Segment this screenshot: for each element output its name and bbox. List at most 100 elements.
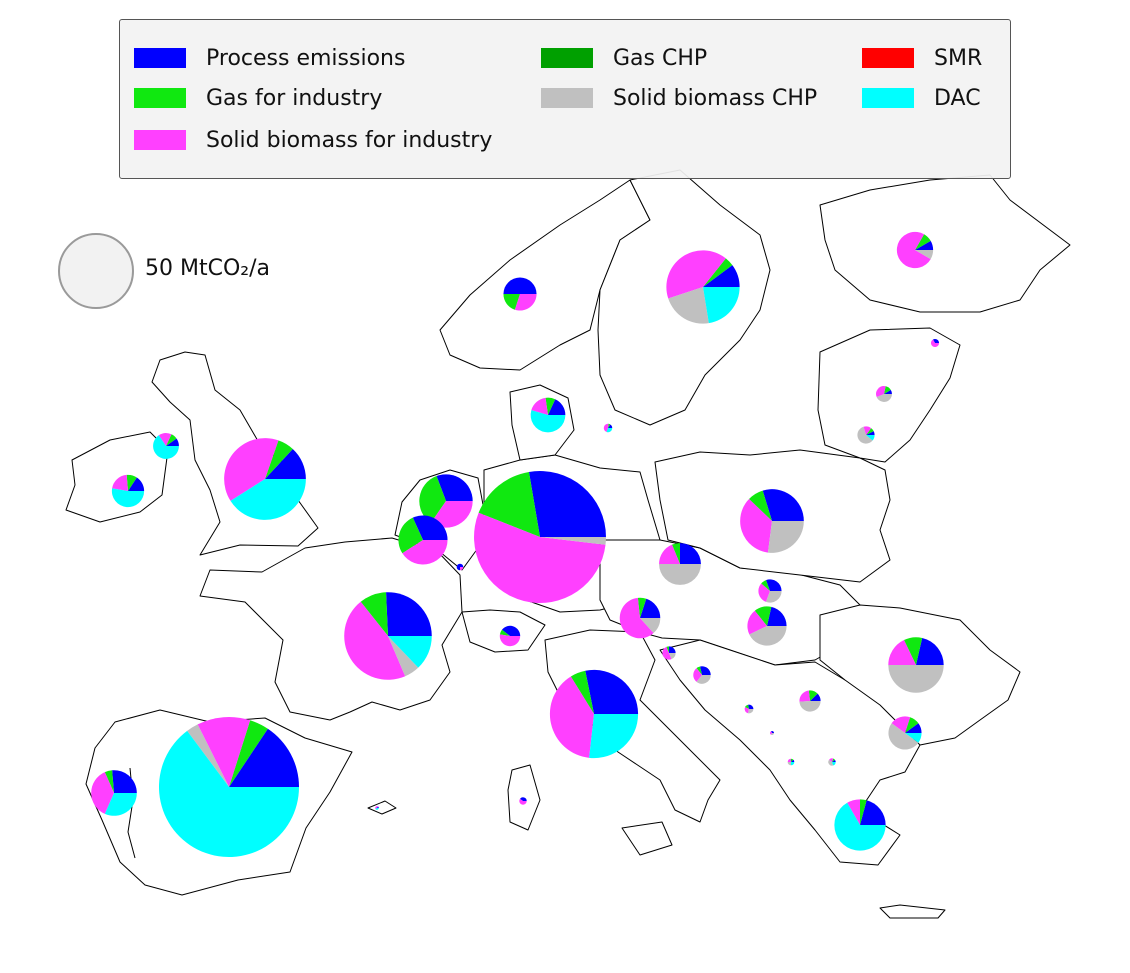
pie-balearic-islands	[375, 806, 379, 810]
pie-romania	[888, 637, 944, 693]
pie-slice-solid-biomass-for-industry	[769, 731, 772, 735]
legend-item-solid-biomass-for-industry: Solid biomass for industry	[134, 128, 492, 153]
pie-austria	[619, 597, 661, 639]
pie-albania	[787, 758, 795, 766]
pie-switzerland	[499, 625, 521, 647]
pie-slovenia	[662, 646, 676, 660]
pie-bosnia-and-herzegovina	[744, 704, 754, 714]
pie-slice-solid-biomass-for-industry	[930, 339, 940, 348]
pie-slice-solid-biomass-for-industry	[519, 798, 527, 805]
pie-slice-dac	[905, 733, 922, 743]
pie-slice-gas-for-industry	[265, 440, 293, 479]
scale-reference-label: 50 MtCO₂/a	[145, 256, 270, 281]
pie-slice-gas-for-industry	[860, 799, 867, 825]
pie-slice-gas-for-industry	[104, 770, 114, 793]
pie-slice-solid-biomass-chp	[659, 564, 701, 585]
pie-slice-process-emissions	[680, 543, 701, 564]
pie-slice-solid-biomass-chp	[668, 287, 709, 324]
legend-swatch-gas-chp	[541, 48, 593, 68]
pie-montenegro	[769, 730, 775, 736]
pie-slice-gas-for-industry	[905, 717, 919, 733]
pie-slice-solid-biomass-for-industry	[344, 601, 406, 680]
pie-slice-process-emissions	[884, 389, 892, 394]
legend-item-gas-chp: Gas CHP	[541, 46, 707, 71]
pie-slice-solid-biomass-for-industry	[829, 758, 834, 762]
pie-slice-gas-for-industry	[915, 234, 931, 250]
legend-swatch-solid-biomass-chp	[541, 88, 593, 108]
pie-slice-solid-biomass-for-industry	[891, 716, 911, 733]
pie-slice-gas-for-industry	[745, 704, 749, 709]
pie-croatia	[693, 666, 711, 684]
pie-slice-process-emissions	[791, 759, 795, 762]
pie-slice-solid-biomass-for-industry	[603, 423, 609, 432]
pie-slice-process-emissions	[265, 449, 306, 479]
pie-germany	[474, 471, 606, 603]
pie-slice-solid-biomass-chp	[669, 653, 676, 660]
pie-slice-process-emissions	[905, 723, 922, 733]
pie-slice-process-emissions	[520, 797, 527, 801]
pie-slice-solid-biomass-for-industry	[666, 250, 726, 299]
pie-slice-process-emissions	[503, 277, 537, 294]
pie-slice-solid-biomass-chp	[888, 723, 919, 750]
legend: Process emissions Gas for industry Solid…	[119, 19, 1011, 179]
pie-slice-solid-biomass-chp	[540, 537, 606, 545]
pie-sweden	[666, 250, 740, 324]
pie-slice-solid-biomass-for-industry	[549, 676, 594, 758]
pie-slice-dac	[388, 636, 432, 668]
pie-slice-gas-for-industry	[791, 758, 794, 762]
pie-slice-solid-biomass-for-industry	[740, 498, 772, 553]
pie-slice-gas-for-industry	[696, 666, 702, 675]
pie-slice-gas-for-industry	[570, 670, 594, 714]
pie-luxembourg	[456, 563, 464, 571]
pie-slice-solid-biomass-for-industry	[224, 438, 279, 501]
pie-spain	[158, 716, 300, 858]
crete-outline	[879, 904, 946, 919]
pie-slice-process-emissions	[916, 638, 944, 665]
pie-slice-process-emissions	[770, 730, 775, 733]
pie-portugal	[91, 770, 137, 816]
pie-slice-solid-biomass-for-industry	[747, 610, 767, 635]
pie-slice-dac	[111, 488, 145, 508]
pie-slice-solid-biomass-chp	[640, 618, 661, 634]
pie-slice-gas-for-industry	[478, 471, 540, 537]
pie-slice-solid-biomass-chp	[748, 709, 754, 714]
pie-slice-process-emissions	[377, 806, 379, 808]
pie-slice-solid-biomass-chp	[388, 636, 419, 677]
pie-slice-process-emissions	[748, 704, 754, 709]
legend-swatch-solid-biomass-for-industry	[134, 130, 186, 150]
pie-slice-solid-biomass-for-industry	[619, 597, 654, 639]
pie-slice-gas-for-industry	[808, 690, 818, 701]
pie-slice-process-emissions	[767, 606, 787, 626]
pie-slice-process-emissions	[436, 474, 473, 501]
pie-slice-process-emissions	[703, 265, 740, 287]
legend-swatch-smr	[862, 48, 914, 68]
pie-slice-solid-biomass-for-industry	[112, 474, 128, 491]
pie-slice-gas-for-industry	[903, 637, 923, 665]
pie-slice-gas-for-industry	[126, 474, 137, 491]
balearic-outline	[367, 800, 397, 815]
pie-slice-gas-for-industry	[166, 434, 177, 446]
pie-slice-solid-biomass-for-industry	[531, 397, 548, 415]
pie-slice-gas-for-industry	[545, 397, 556, 415]
pie-slice-solid-biomass-chp	[770, 733, 775, 736]
pie-slice-process-emissions	[128, 477, 145, 491]
pie-slice-solid-biomass-chp	[749, 626, 787, 646]
pie-slice-gas-for-industry	[499, 629, 510, 636]
pie-slice-gas-for-industry	[866, 428, 874, 435]
pie-slice-solid-biomass-chp	[187, 724, 229, 787]
pie-slice-gas-for-industry	[666, 646, 669, 653]
pie-slice-solid-biomass-for-industry	[662, 646, 672, 660]
pie-slice-solid-biomass-for-industry	[888, 640, 916, 665]
pie-slice-process-emissions	[915, 240, 934, 250]
pie-slice-process-emissions	[166, 438, 179, 446]
pie-greece	[834, 799, 886, 851]
pie-slice-gas-for-industry	[749, 490, 772, 521]
pie-slice-process-emissions	[412, 515, 448, 540]
pie-slice-solid-biomass-for-industry	[863, 426, 872, 435]
legend-item-smr: SMR	[862, 46, 982, 71]
pie-slice-process-emissions	[932, 338, 940, 343]
pie-slice-solid-biomass-for-industry	[197, 716, 251, 787]
pie-slice-process-emissions	[112, 770, 137, 793]
pie-slice-gas-for-industry	[608, 423, 611, 428]
